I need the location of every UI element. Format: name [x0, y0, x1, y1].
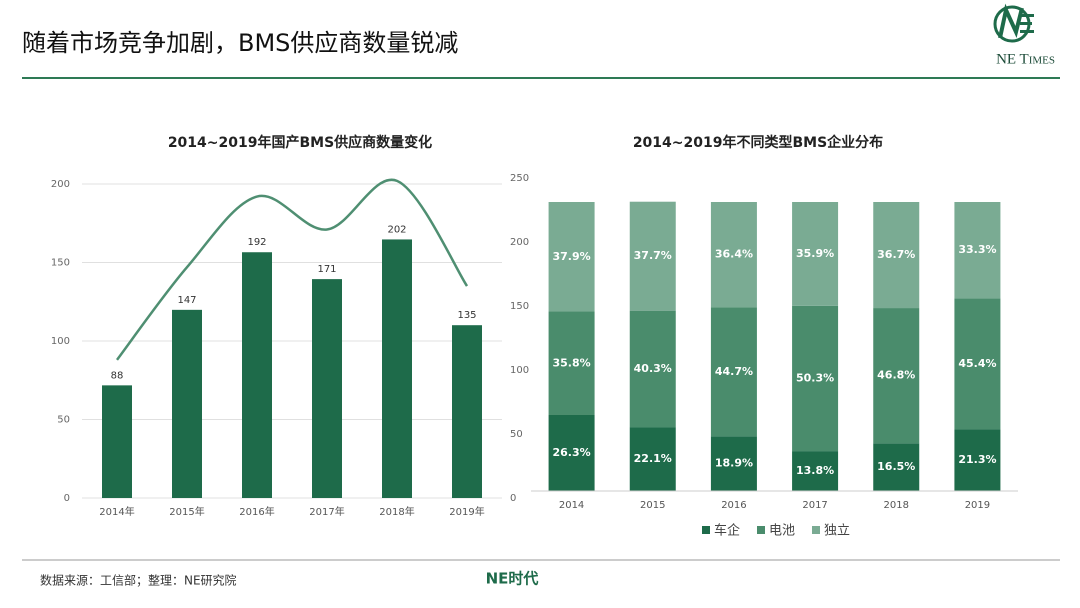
bar-segment	[873, 443, 920, 491]
chart-title: 2014~2019年国产BMS供应商数量变化	[168, 134, 432, 151]
data-label: 36.4%	[715, 248, 753, 261]
legend-swatch	[702, 526, 710, 534]
data-label: 36.7%	[877, 248, 915, 261]
bar-segment	[954, 202, 1001, 299]
y-tick-label: 50	[57, 415, 70, 426]
bar-segment	[629, 427, 676, 491]
y2-tick-label: 0	[510, 493, 516, 504]
x-tick-label: 2016年	[239, 505, 274, 518]
legend-swatch	[757, 526, 765, 534]
x-tick-label: 2016	[721, 500, 746, 511]
y2-tick-label: 250	[510, 173, 529, 184]
x-tick-label: 2018年	[379, 505, 414, 518]
bar-segment	[548, 311, 595, 415]
data-label: 40.3%	[634, 362, 672, 375]
data-label: 50.3%	[796, 371, 834, 384]
y-tick-label: 0	[64, 493, 70, 504]
data-label: 45.4%	[958, 357, 996, 370]
bar	[452, 325, 482, 498]
y2-tick-label: 100	[510, 365, 529, 376]
line	[116, 178, 469, 361]
footer-brand: NE时代	[486, 570, 539, 588]
bar-segment	[873, 308, 920, 444]
bar-segment	[710, 436, 757, 491]
data-label: 44.7%	[715, 365, 753, 378]
x-tick-label: 2019	[965, 500, 990, 511]
data-label: 171	[317, 264, 336, 275]
data-label: 21.3%	[958, 453, 996, 466]
data-label: 37.9%	[552, 250, 590, 263]
chart-title: 2014~2019年不同类型BMS企业分布	[633, 134, 883, 151]
data-label: 147	[177, 295, 196, 306]
logo-mark	[993, 3, 1034, 43]
bar-segment	[792, 451, 839, 491]
data-label: 33.3%	[958, 243, 996, 256]
legend-swatch	[812, 526, 820, 534]
data-label: 26.3%	[552, 446, 590, 459]
x-tick-label: 2018	[884, 500, 909, 511]
bar-segment	[710, 307, 757, 437]
x-tick-label: 2015	[640, 500, 665, 511]
data-label: 35.8%	[552, 356, 590, 369]
data-label: 18.9%	[715, 457, 753, 470]
bar	[102, 385, 132, 498]
bar	[312, 279, 342, 498]
data-label: 35.9%	[796, 247, 834, 260]
x-tick-label: 2017	[802, 500, 827, 511]
bar-segment	[710, 202, 757, 308]
bar-segment	[954, 298, 1001, 430]
data-label: 22.1%	[634, 452, 672, 465]
data-label: 192	[247, 237, 266, 248]
footer-source: 数据来源：工信部；整理：NE研究院	[40, 573, 237, 588]
bar-segment	[548, 202, 595, 312]
data-label: 46.8%	[877, 369, 915, 382]
data-label: 37.7%	[634, 249, 672, 262]
bar-segment	[629, 310, 676, 428]
data-label: 202	[387, 224, 406, 235]
y2-tick-label: 50	[510, 429, 523, 440]
logo-text: NE Times	[996, 51, 1055, 67]
x-tick-label: 2015年	[169, 505, 204, 518]
bar	[172, 309, 202, 498]
legend-label: 独立	[824, 524, 850, 539]
bar-segment	[792, 202, 839, 306]
bar-segment	[792, 305, 839, 452]
bar	[242, 252, 272, 498]
legend-label: 电池	[769, 524, 795, 539]
y-tick-label: 150	[51, 258, 70, 269]
bar-segment	[954, 429, 1001, 491]
bar	[382, 239, 412, 498]
x-tick-label: 2014	[559, 500, 584, 511]
data-label: 88	[111, 370, 124, 381]
y2-tick-label: 150	[510, 301, 529, 312]
bar-segment	[873, 202, 920, 309]
y2-tick-label: 200	[510, 237, 529, 248]
x-tick-label: 2017年	[309, 505, 344, 518]
y-tick-label: 100	[51, 336, 70, 347]
y-tick-label: 200	[51, 179, 70, 190]
legend-label: 车企	[714, 523, 740, 539]
data-label: 135	[457, 310, 476, 321]
x-tick-label: 2019年	[449, 505, 484, 518]
data-label: 13.8%	[796, 464, 834, 477]
x-tick-label: 2014年	[99, 505, 134, 518]
data-label: 16.5%	[877, 460, 915, 473]
bar-segment	[548, 414, 595, 491]
slide-title: 随着市场竞争加剧，BMS供应商数量锐减	[22, 29, 458, 57]
bar-segment	[629, 201, 676, 311]
